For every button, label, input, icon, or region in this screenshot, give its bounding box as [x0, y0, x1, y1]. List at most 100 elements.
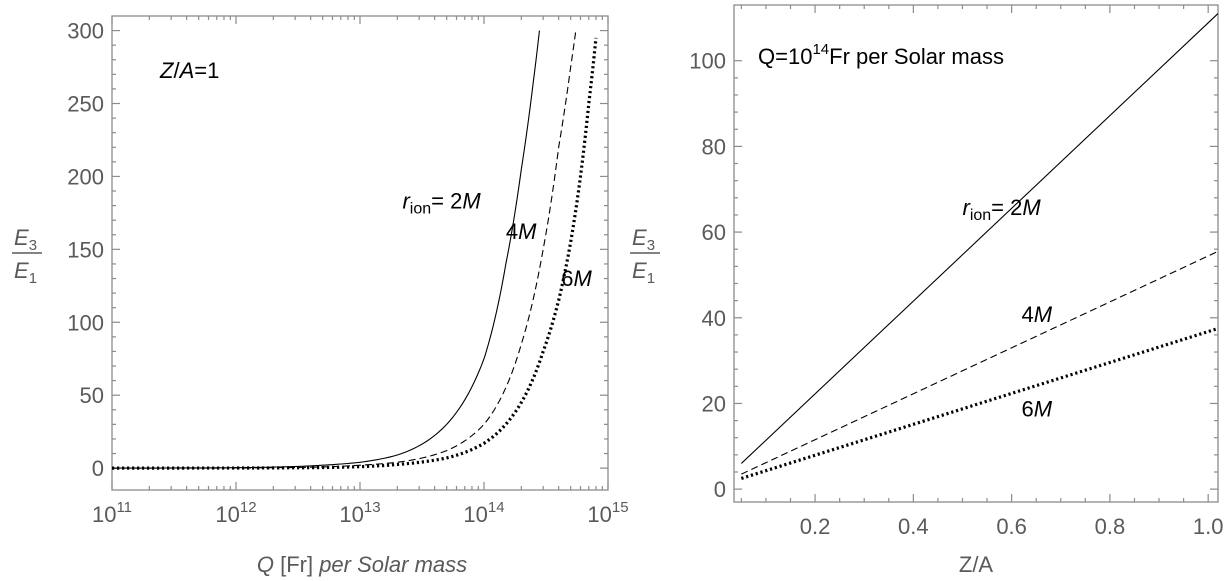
right-tick-labels: 0 20 40 60 80 100 0.2 0.4 0.6 0.8 1.0: [689, 49, 1223, 539]
tick-base: 10: [215, 502, 239, 527]
right-series-solid-line: [740, 13, 1219, 464]
left-y-tick-label: 250: [67, 92, 104, 117]
right-x-axis-label: Z/A: [959, 552, 994, 577]
left-y-num-sub: 3: [29, 237, 37, 254]
right-y-tick-label: 80: [702, 134, 726, 159]
right-y-num-e: E: [632, 225, 647, 250]
curve-label-m: M: [518, 219, 537, 244]
right-annotation-prefix: Q=10: [758, 44, 812, 69]
left-y-tick-label: 150: [67, 237, 104, 262]
right-y-label-denominator: E1: [632, 258, 655, 287]
right-curve-label: 4M: [1021, 302, 1052, 327]
left-x-tick-label: 1015: [587, 499, 628, 527]
tick-exponent: 12: [240, 499, 257, 516]
right-curve-label: rion= 2M: [962, 195, 1041, 224]
left-annotation-slash: /: [173, 58, 180, 83]
left-x-label-rest: per Solar mass: [318, 552, 467, 577]
curve-label-number: 4: [1021, 302, 1033, 327]
right-y-tick-label: 60: [702, 220, 726, 245]
right-x-tick-label: 0.6: [996, 514, 1027, 539]
left-series-dotted-line: [111, 37, 598, 470]
curve-label-ion: ion: [970, 207, 991, 224]
left-x-tick-label: 1011: [92, 499, 132, 527]
curve-label-r: r: [402, 189, 411, 214]
right-y-tick-label: 40: [702, 306, 726, 331]
left-curve-label: 6M: [561, 266, 592, 291]
left-x-tick-label: 1014: [463, 499, 504, 527]
right-x-tick-label: 0.8: [1095, 514, 1126, 539]
right-ticks: [734, 5, 1218, 502]
tick-base: 10: [463, 502, 487, 527]
right-x-tick-label: 0.2: [800, 514, 831, 539]
right-y-label-numerator: E3: [632, 225, 655, 254]
curve-label-number: 6: [561, 266, 573, 291]
curve-label-number: 6: [1021, 396, 1033, 421]
tick-base: 10: [92, 502, 116, 527]
right-annotation: Q=1014Fr per Solar mass: [758, 41, 1004, 69]
right-y-num-sub: 3: [647, 237, 655, 254]
curve-label-m: M: [462, 189, 481, 214]
left-x-tick-label: 1012: [215, 499, 256, 527]
left-y-den-sub: 1: [29, 270, 37, 287]
left-plot-frame: [111, 15, 609, 491]
tick-exponent: 15: [612, 499, 629, 516]
left-y-num-e: E: [14, 225, 29, 250]
curve-label-number: 2: [450, 189, 462, 214]
right-x-tick-label: 1.0: [1193, 514, 1224, 539]
curve-label-m: M: [574, 266, 593, 291]
left-y-axis-label: E3 E1: [12, 225, 42, 287]
left-curve-label: 4M: [506, 219, 537, 244]
right-y-tick-label: 100: [689, 49, 726, 74]
curve-label-number: 2: [1010, 195, 1022, 220]
left-x-label-q: Q: [257, 552, 274, 577]
curve-label-m: M: [1034, 302, 1053, 327]
left-y-tick-label: 100: [67, 310, 104, 335]
left-x-label-unit: [Fr]: [274, 552, 319, 577]
right-y-tick-label: 20: [702, 391, 726, 416]
tick-exponent: 11: [116, 499, 132, 516]
right-curve-label: 6M: [1021, 396, 1052, 421]
right-series: [740, 13, 1219, 480]
right-y-den-e: E: [632, 258, 647, 283]
right-series-dashed-line: [741, 250, 1219, 475]
right-y-axis-label: E3 E1: [630, 225, 660, 287]
left-y-tick-label: 50: [80, 383, 104, 408]
left-y-label-numerator: E3: [14, 225, 37, 254]
left-y-tick-label: 200: [67, 164, 104, 189]
left-x-axis-label: Q [Fr] per Solar mass: [257, 552, 467, 577]
right-y-tick-label: 0: [714, 477, 726, 502]
tick-exponent: 14: [488, 499, 505, 516]
curve-label-m: M: [1022, 195, 1041, 220]
right-annotation-exp: 14: [812, 41, 829, 58]
tick-base: 10: [339, 502, 363, 527]
left-annotation-rest: =1: [194, 58, 219, 83]
right-y-den-sub: 1: [647, 270, 655, 287]
curve-label-r: r: [962, 195, 971, 220]
left-y-label-denominator: E1: [14, 258, 37, 287]
curve-label-m: M: [1034, 396, 1053, 421]
left-y-tick-label: 300: [67, 19, 104, 44]
left-series: [111, 30, 598, 470]
left-annotation: Z/A=1: [159, 58, 219, 83]
tick-exponent: 13: [364, 499, 381, 516]
right-x-tick-label: 0.4: [898, 514, 929, 539]
tick-base: 10: [587, 502, 611, 527]
left-curve-label: rion= 2M: [402, 189, 481, 218]
right-annotation-rest: Fr per Solar mass: [829, 44, 1004, 69]
left-y-den-e: E: [14, 258, 29, 283]
left-y-tick-label: 0: [92, 456, 104, 481]
left-series-solid-line: [111, 30, 540, 469]
left-annotation-a: A: [178, 58, 195, 83]
left-ticks: [111, 16, 609, 490]
left-series-dashed-line: [112, 30, 577, 469]
left-x-tick-label: 1013: [339, 499, 380, 527]
right-plot-frame: [733, 4, 1219, 503]
curve-label-equals: =: [991, 195, 1010, 220]
left-annotation-z: Z: [159, 58, 175, 83]
